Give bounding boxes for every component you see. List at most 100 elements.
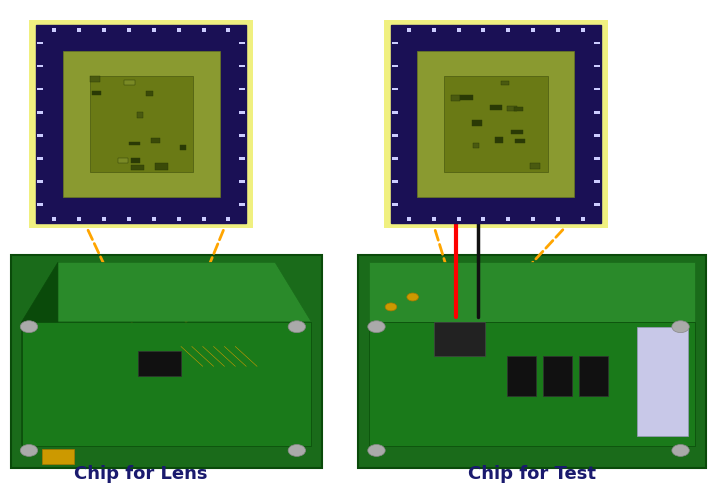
Bar [460,95,473,100]
Text: Chip for Lens: Chip for Lens [75,465,208,483]
Bar [391,25,601,223]
Bar [556,28,560,32]
Bar [472,120,482,126]
Bar [52,217,56,221]
Bar [594,134,600,137]
Bar [240,157,245,160]
FancyBboxPatch shape [507,356,536,396]
Bar [146,92,153,96]
Bar [77,28,81,32]
Bar [417,51,575,197]
Bar [432,28,436,32]
Circle shape [368,321,385,333]
Bar [481,217,486,221]
FancyBboxPatch shape [384,20,608,228]
Polygon shape [22,262,311,322]
Bar [481,28,486,32]
Bar [240,203,245,206]
Bar [137,112,143,118]
Bar [594,65,600,67]
Bar [594,111,600,113]
Bar [240,42,245,44]
Bar [581,217,585,221]
Bar [37,42,43,44]
Bar [201,217,206,221]
Polygon shape [22,322,311,446]
Bar [37,65,43,67]
Bar [127,217,131,221]
Bar [37,134,43,137]
Bar [556,217,560,221]
Bar [515,139,526,143]
Bar [531,162,541,169]
Bar [227,28,230,32]
Circle shape [288,445,306,456]
Bar [445,76,547,172]
Bar [240,65,245,67]
Bar [180,145,186,150]
Bar [510,130,523,134]
Bar [102,217,106,221]
Circle shape [385,303,397,311]
Bar [506,28,510,32]
Bar [457,28,460,32]
Bar [506,217,510,221]
Bar [531,28,535,32]
Bar [457,217,460,221]
Polygon shape [369,262,695,322]
Circle shape [20,445,38,456]
Bar [151,28,156,32]
Bar [118,158,128,163]
Bar [151,217,156,221]
Bar [432,217,436,221]
FancyBboxPatch shape [434,322,485,356]
Circle shape [288,321,306,333]
Bar [155,163,168,170]
Bar [130,142,140,145]
Bar [240,111,245,113]
Circle shape [407,293,418,301]
Bar [240,88,245,91]
Bar [77,217,81,221]
Bar [102,28,106,32]
Bar [407,217,411,221]
Bar [127,28,131,32]
Bar [392,157,397,160]
Bar [531,217,535,221]
FancyBboxPatch shape [138,351,181,376]
Bar [473,143,479,148]
Polygon shape [22,262,58,446]
Bar [495,137,502,144]
Bar [513,107,523,111]
Bar [451,95,460,101]
FancyBboxPatch shape [29,20,253,228]
FancyBboxPatch shape [579,356,608,396]
FancyBboxPatch shape [11,255,322,468]
Bar [90,76,100,82]
Bar [240,134,245,137]
Bar [52,28,56,32]
Bar [507,106,518,110]
Bar [90,76,193,172]
Bar [392,42,397,44]
Bar [594,157,600,160]
Bar [392,88,397,91]
Bar [501,81,509,85]
Text: Chip for Test: Chip for Test [468,465,596,483]
Bar [594,88,600,91]
FancyBboxPatch shape [543,356,572,396]
Bar [392,180,397,183]
FancyBboxPatch shape [42,449,74,464]
Bar [407,28,411,32]
Bar [227,217,230,221]
Circle shape [672,445,689,456]
Bar [131,165,144,170]
Bar [392,134,397,137]
Bar [240,180,245,183]
FancyBboxPatch shape [358,255,706,468]
Bar [392,111,397,113]
Polygon shape [369,322,695,446]
Bar [93,91,101,95]
Bar [594,180,600,183]
Bar [37,180,43,183]
